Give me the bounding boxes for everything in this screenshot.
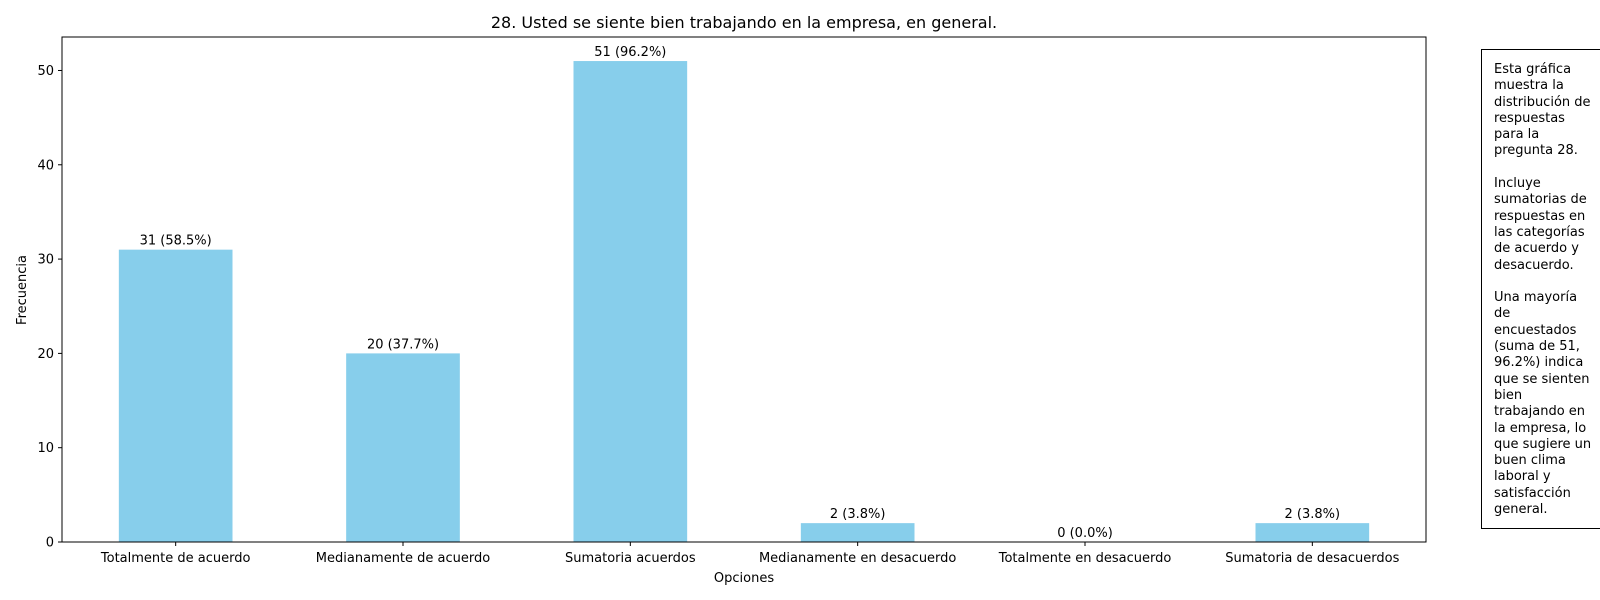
description-text: Esta gráfica muestra la distribución de … (1494, 62, 1592, 518)
bars-group: 31 (58.5%) 20 (37.7%) 51 (96.2%) 2 (3.8%) 0 … (118, 45, 1370, 543)
data-label: 20 (37.7%) (367, 337, 439, 352)
x-tick-label: Medianamente de acuerdo (316, 551, 490, 566)
data-label: 2 (3.8%) (830, 507, 886, 522)
y-axis-ticks: 0 10 20 30 40 50 (37, 64, 62, 551)
y-tick-label: 0 (46, 536, 54, 551)
x-axis-label: Opciones (714, 571, 774, 586)
y-tick-label: 50 (37, 64, 54, 79)
data-label: 2 (3.8%) (1285, 507, 1341, 522)
bar (800, 523, 915, 542)
bar (118, 249, 233, 542)
plot-frame (61, 36, 1427, 543)
y-tick-label: 30 (37, 253, 54, 268)
data-label: 31 (58.5%) (140, 234, 212, 249)
description-box: Esta gráfica muestra la distribución de … (1481, 49, 1600, 529)
x-axis-ticks: Totalmente de acuerdo Medianamente de acu… (100, 542, 1400, 566)
bar (573, 61, 688, 543)
x-tick-label: Totalmente en desacuerdo (998, 551, 1172, 566)
x-tick-label: Sumatoria acuerdos (565, 551, 696, 566)
y-tick-label: 20 (37, 347, 54, 362)
chart-title: 28. Usted se siente bien trabajando en l… (491, 13, 997, 32)
bar (1255, 523, 1370, 542)
data-label: 51 (96.2%) (594, 45, 666, 60)
bar (346, 353, 460, 542)
data-label: 0 (0.0%) (1057, 526, 1113, 541)
x-tick-label: Sumatoria de desacuerdos (1225, 551, 1399, 566)
y-tick-label: 40 (37, 158, 54, 173)
x-tick-label: Medianamente en desacuerdo (759, 551, 956, 566)
y-tick-label: 10 (37, 441, 54, 456)
y-axis-label: Frecuencia (15, 255, 30, 325)
x-tick-label: Totalmente de acuerdo (100, 551, 251, 566)
